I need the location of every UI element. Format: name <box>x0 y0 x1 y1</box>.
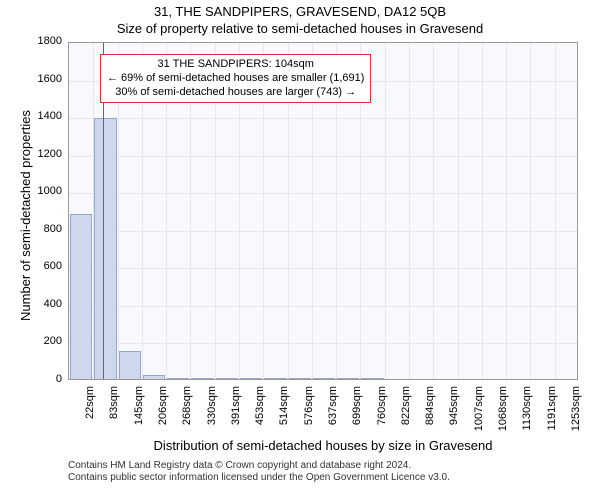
x-tick-label: 699sqm <box>351 386 363 436</box>
histogram-bar <box>119 351 141 379</box>
histogram-bar <box>143 375 165 379</box>
gridline-v <box>506 43 507 379</box>
gridline-v <box>433 43 434 379</box>
gridline-h <box>69 343 577 344</box>
gridline-v <box>482 43 483 379</box>
y-tick-label: 600 <box>28 260 62 272</box>
histogram-bar <box>264 378 286 379</box>
x-tick-label: 206sqm <box>157 386 169 436</box>
annotation-line: ← 69% of semi-detached houses are smalle… <box>107 72 364 86</box>
histogram-bar <box>167 378 189 380</box>
x-tick-label: 1191sqm <box>546 386 558 436</box>
x-axis-title: Distribution of semi-detached houses by … <box>68 438 578 453</box>
gridline-v <box>458 43 459 379</box>
histogram-bar <box>337 378 359 379</box>
histogram-bar <box>216 378 238 379</box>
x-tick-label: 945sqm <box>448 386 460 436</box>
y-tick-label: 1000 <box>28 185 62 197</box>
x-tick-label: 760sqm <box>376 386 388 436</box>
x-tick-label: 453sqm <box>254 386 266 436</box>
annotation-line: 31 THE SANDPIPERS: 104sqm <box>107 58 364 72</box>
footer-line2: Contains public sector information licen… <box>68 472 450 484</box>
x-tick-label: 1130sqm <box>521 386 533 436</box>
footer-attribution: Contains HM Land Registry data © Crown c… <box>68 460 450 484</box>
x-tick-label: 822sqm <box>400 386 412 436</box>
annotation-box: 31 THE SANDPIPERS: 104sqm← 69% of semi-d… <box>100 54 371 103</box>
chart-subtitle: Size of property relative to semi-detach… <box>0 21 600 36</box>
x-tick-label: 576sqm <box>303 386 315 436</box>
x-tick-label: 1068sqm <box>497 386 509 436</box>
x-tick-label: 884sqm <box>424 386 436 436</box>
y-tick-label: 1400 <box>28 110 62 122</box>
gridline-h <box>69 268 577 269</box>
gridline-v <box>385 43 386 379</box>
chart-title: 31, THE SANDPIPERS, GRAVESEND, DA12 5QB <box>0 4 600 19</box>
gridline-v <box>530 43 531 379</box>
y-tick-label: 1800 <box>28 35 62 47</box>
x-tick-label: 391sqm <box>230 386 242 436</box>
y-tick-label: 200 <box>28 335 62 347</box>
gridline-h <box>69 306 577 307</box>
x-tick-label: 22sqm <box>84 386 96 436</box>
y-axis-title: Number of semi-detached properties <box>18 110 33 321</box>
gridline-h <box>69 118 577 119</box>
histogram-bar <box>289 378 311 379</box>
y-tick-label: 800 <box>28 223 62 235</box>
x-tick-label: 268sqm <box>181 386 193 436</box>
x-tick-label: 514sqm <box>278 386 290 436</box>
y-tick-label: 400 <box>28 298 62 310</box>
x-tick-label: 330sqm <box>206 386 218 436</box>
annotation-line: 30% of semi-detached houses are larger (… <box>107 86 364 100</box>
x-tick-label: 1007sqm <box>473 386 485 436</box>
histogram-bar <box>361 378 383 379</box>
x-tick-label: 145sqm <box>133 386 145 436</box>
x-tick-label: 83sqm <box>108 386 120 436</box>
gridline-v <box>409 43 410 379</box>
y-tick-label: 0 <box>28 373 62 385</box>
histogram-bar <box>191 378 213 379</box>
y-tick-label: 1600 <box>28 73 62 85</box>
x-tick-label: 637sqm <box>327 386 339 436</box>
gridline-v <box>555 43 556 379</box>
y-tick-label: 1200 <box>28 148 62 160</box>
gridline-h <box>69 193 577 194</box>
histogram-bar <box>70 214 92 379</box>
histogram-bar <box>240 378 262 379</box>
property-size-chart: 31, THE SANDPIPERS, GRAVESEND, DA12 5QB … <box>0 0 600 500</box>
x-tick-label: 1253sqm <box>570 386 582 436</box>
histogram-bar <box>313 378 335 379</box>
histogram-bar <box>94 118 116 379</box>
gridline-h <box>69 156 577 157</box>
gridline-h <box>69 231 577 232</box>
footer-line1: Contains HM Land Registry data © Crown c… <box>68 460 450 472</box>
